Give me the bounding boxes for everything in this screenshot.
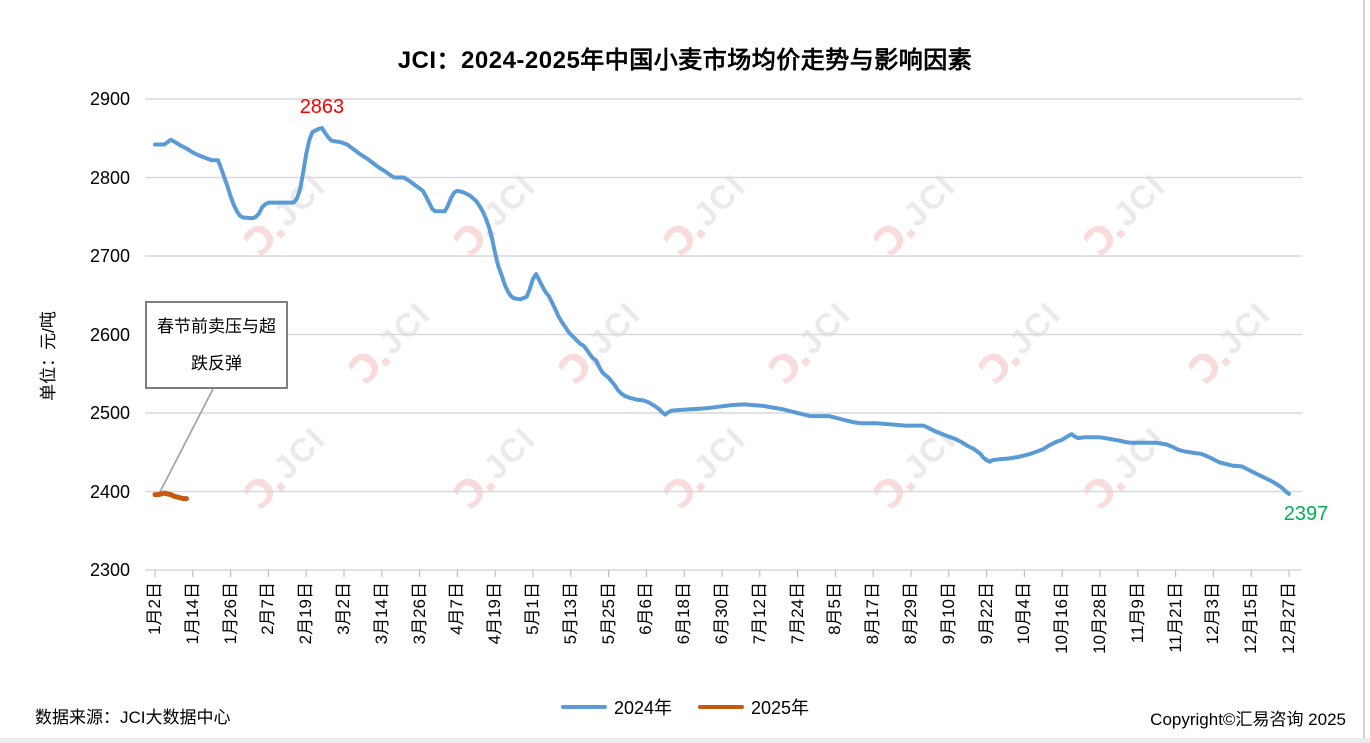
x-tick-label: 3月2日 [334,582,353,635]
svg-text:JCI: JCI [1211,294,1278,361]
x-tick-label: 8月29日 [901,582,920,645]
x-tick-label: 10月16日 [1052,582,1072,654]
x-tick-label: 10月28日 [1090,582,1109,654]
axis-tick-marks [154,570,1290,577]
legend-line-swatch [560,705,607,709]
legend-item[interactable]: 2024年 [560,694,672,720]
window-edge-right [1363,0,1365,743]
x-tick-label: 6月30日 [712,582,731,645]
x-tick-label: 1月2日 [145,582,164,635]
x-tick-label: 6月6日 [636,582,656,635]
svg-text:JCI: JCI [1106,166,1173,233]
gridlines [145,98,1302,571]
svg-text:JCI: JCI [371,294,438,361]
x-tick-label: 8月17日 [863,582,883,645]
annotation-text-line1: 春节前卖压与超 [157,317,276,336]
y-tick-label: 2900 [89,89,130,109]
x-tick-label: 7月24日 [787,582,807,645]
svg-text:JCI: JCI [476,419,543,486]
x-tick-label: 11月21日 [1165,582,1185,653]
svg-text:JCI: JCI [266,166,333,233]
x-tick-label: 3月26日 [409,582,429,645]
x-tick-label: 11月9日 [1127,582,1147,644]
data-source-note: 数据来源：JCI大数据中心 [35,708,231,727]
last-value-label: 2397 [1283,502,1329,525]
x-tick-label: 5月1日 [523,582,542,635]
y-tick-label: 2800 [89,167,130,188]
legend-item[interactable]: 2025年 [698,694,809,720]
svg-text:JCI: JCI [896,166,963,233]
svg-text:JCI: JCI [1001,294,1068,361]
x-tick-label: 9月10日 [938,582,958,645]
legend-label: 2024年 [613,698,672,718]
x-tick-label: 4月19日 [485,582,505,645]
x-tick-label: 3月14日 [371,582,391,645]
window-edge-bottom [0,738,1370,743]
peak-value-label: 2863 [299,96,345,119]
svg-text:JCI: JCI [266,419,333,486]
page-title: JCI：2024-2025年中国小麦市场均价走势与影响因素 [397,47,973,74]
x-tick-label: 6月18日 [674,582,694,645]
y-axis-title: 单位：元/吨 [39,311,58,401]
y-tick-label: 2500 [89,403,130,423]
y-tick-label: 2600 [89,324,130,345]
x-tick-label: 2月19日 [296,582,316,645]
annotation-text-line2: 跌反弹 [191,354,242,373]
y-tick-label: 2700 [89,246,130,266]
copyright-note: Copyright©汇易咨询 2025 [1150,710,1346,729]
y-tick-label: 2300 [89,560,130,580]
series-line-2024年 [153,126,1291,496]
legend-label: 2025年 [751,698,810,718]
x-tick-label: 5月13日 [560,582,580,645]
x-tick-label: 1月26日 [220,582,240,645]
x-tick-label: 10月4日 [1014,582,1034,645]
svg-text:JCI: JCI [1106,419,1173,486]
x-tick-label: 1月14日 [182,582,202,645]
series-line-2025年 [152,490,189,502]
x-tick-label: 7月12日 [749,582,769,645]
svg-text:JCI: JCI [581,294,648,361]
x-tick-label: 2月7日 [258,582,278,635]
svg-text:JCI: JCI [686,419,753,486]
x-tick-label: 5月25日 [598,582,618,645]
annotation-callout-line [158,388,214,495]
x-tick-label: 4月7日 [447,582,467,635]
svg-text:JCI: JCI [686,166,753,233]
legend: 2024年 2025年 [0,694,1370,720]
x-tick-label: 12月27日 [1279,582,1298,654]
x-tick-label: 8月5日 [825,582,845,635]
data-series-lines [152,126,1291,502]
watermark-layer: ƆJCIƆJCIƆJCIƆJCIƆJCIƆJCIƆJCIƆJCIƆJCIƆJCI… [236,166,1278,517]
svg-text:JCI: JCI [791,294,858,361]
x-tick-label: 9月22日 [976,582,996,645]
legend-line-swatch [698,705,744,709]
annotation-callout-box: 春节前卖压与超 跌反弹 [145,301,288,389]
y-tick-label: 2400 [89,481,130,502]
x-tick-label: 12月3日 [1203,582,1223,645]
x-tick-label: 12月15日 [1241,582,1261,654]
